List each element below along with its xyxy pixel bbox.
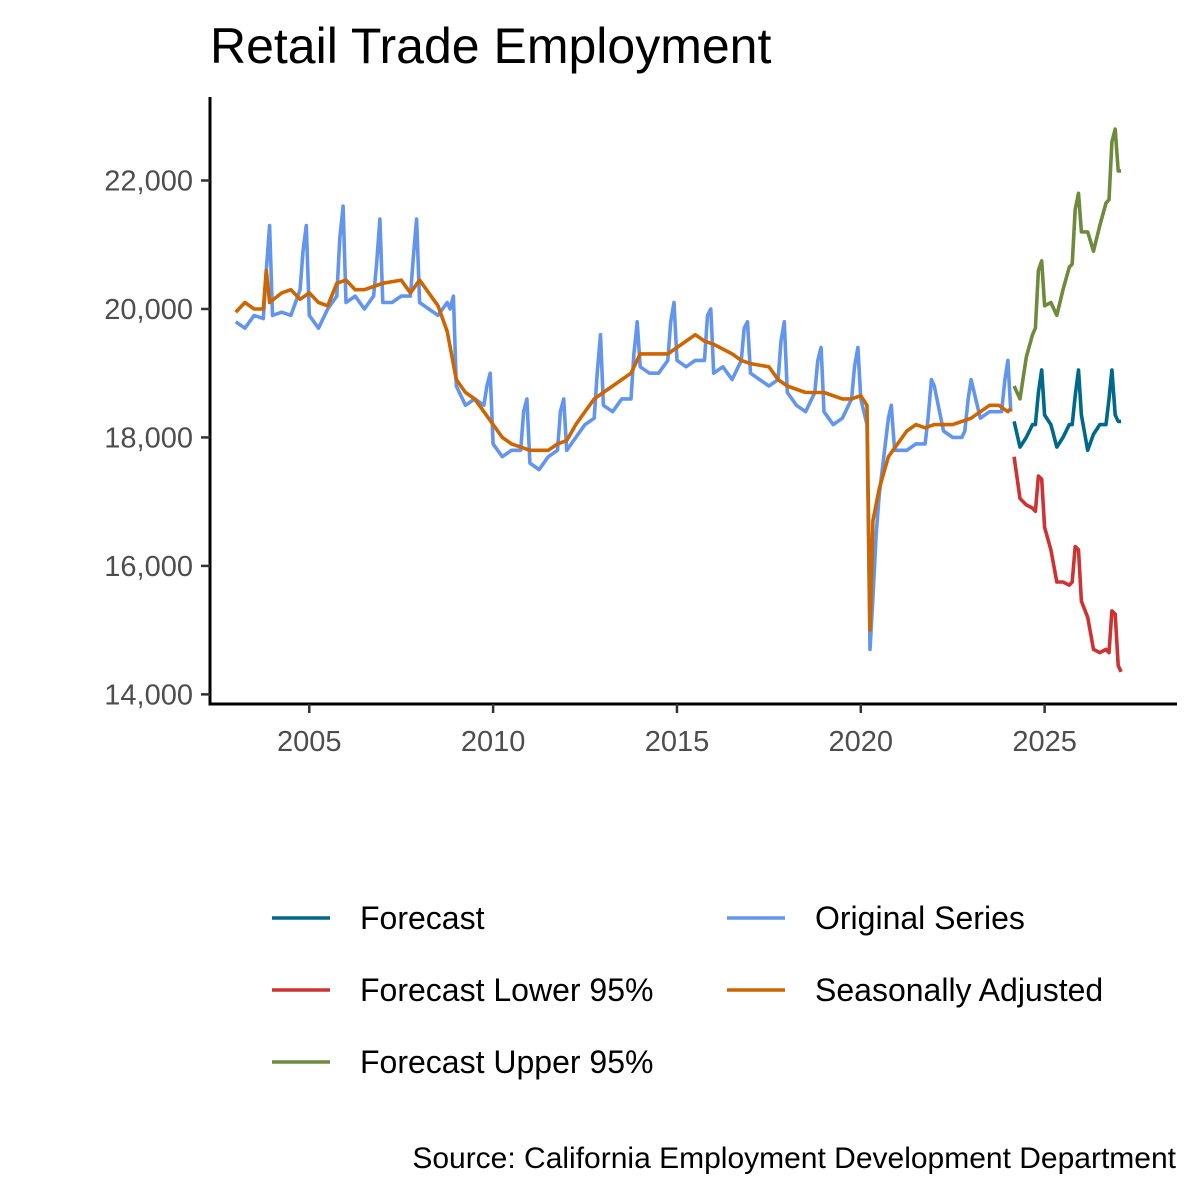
legend-label: Seasonally Adjusted (815, 972, 1103, 1008)
chart-title: Retail Trade Employment (210, 18, 771, 74)
x-ticks: 2005 2010 2015 2020 2025 (277, 704, 1077, 758)
legend-item: Original Series (727, 900, 1025, 936)
series-line-original-series (234, 204, 1013, 652)
legend: Forecast Forecast Lower 95% Forecast Upper… (272, 900, 1103, 1080)
legend-item: Forecast Lower 95% (272, 972, 653, 1008)
legend-item: Forecast Upper 95% (272, 1044, 653, 1080)
series-line-forecast (1012, 368, 1122, 453)
x-tick-label: 2025 (1012, 726, 1077, 758)
y-tick-label: 20,000 (104, 294, 193, 326)
legend-item: Forecast (272, 900, 485, 936)
series-line-forecast-upper-95 (1012, 127, 1122, 401)
chart-caption: Source: California Employment Developmen… (412, 1142, 1176, 1175)
legend-label: Forecast Upper 95% (360, 1044, 653, 1080)
legend-label: Forecast Lower 95% (360, 972, 653, 1008)
series-line-forecast-lower-95 (1012, 456, 1123, 673)
axes (208, 97, 1177, 706)
y-tick-label: 22,000 (104, 166, 193, 198)
series-line-seasonally-adjusted (234, 268, 1013, 632)
legend-item: Seasonally Adjusted (727, 972, 1103, 1008)
y-tick-label: 14,000 (104, 679, 193, 711)
x-tick-label: 2020 (829, 726, 894, 758)
x-tick-label: 2010 (461, 726, 526, 758)
y-tick-label: 18,000 (104, 422, 193, 454)
plot-lines (234, 127, 1123, 673)
legend-label: Forecast (360, 900, 485, 936)
legend-label: Original Series (815, 900, 1025, 936)
x-tick-label: 2015 (645, 726, 710, 758)
x-tick-label: 2005 (277, 726, 342, 758)
y-tick-label: 16,000 (104, 551, 193, 583)
y-ticks: 14,000 16,000 18,000 20,000 22,000 (104, 166, 210, 711)
